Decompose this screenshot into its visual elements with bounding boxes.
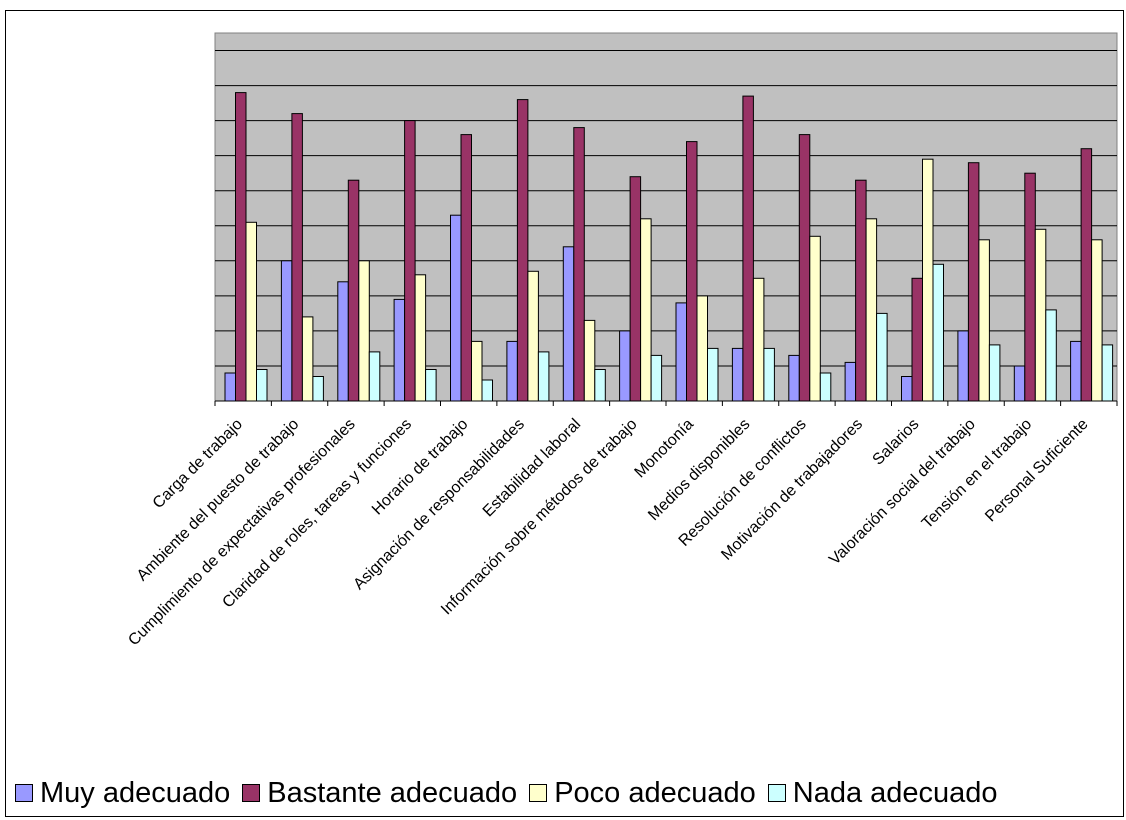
- bar-nada-adecuado: [537, 351, 550, 402]
- bar-nada-adecuado: [312, 376, 324, 402]
- bar-poco-adecuado: [1091, 239, 1103, 402]
- legend-swatch-bastante-adecuado: [242, 784, 261, 802]
- legend-label: Nada adecuado: [792, 776, 998, 809]
- bar-nada-adecuado: [594, 369, 606, 402]
- legend-label: Bastante adecuado: [267, 776, 518, 809]
- x-tick-label: Estabilidad laboral: [480, 416, 584, 520]
- bar-nada-adecuado: [256, 369, 268, 402]
- bar-poco-adecuado: [865, 218, 878, 402]
- x-tick-label: Horario de trabajo: [369, 416, 472, 519]
- bar-nada-adecuado: [763, 347, 775, 402]
- bar-muy-adecuado: [731, 347, 744, 402]
- bar-poco-adecuado: [471, 340, 483, 402]
- bar-bastante-adecuado: [742, 95, 754, 402]
- bar-nada-adecuado: [876, 312, 888, 402]
- bar-muy-adecuado: [337, 281, 349, 402]
- bar-nada-adecuado: [1101, 344, 1114, 402]
- bar-muy-adecuado: [1013, 365, 1026, 402]
- bar-muy-adecuado: [506, 340, 518, 402]
- bar-bastante-adecuado: [1024, 172, 1036, 402]
- bar-bastante-adecuado: [291, 113, 303, 402]
- x-tick-label: Medios disponibles: [645, 416, 753, 524]
- bar-poco-adecuado: [640, 218, 652, 402]
- bar-bastante-adecuado: [911, 277, 923, 402]
- x-tick-label: Cumplimiento de expectativas profesional…: [125, 416, 358, 649]
- bar-bastante-adecuado: [347, 179, 360, 402]
- bar-bastante-adecuado: [235, 92, 247, 402]
- bar-bastante-adecuado: [798, 134, 811, 402]
- x-axis: [214, 400, 1118, 406]
- bar-muy-adecuado: [788, 354, 800, 402]
- bar-poco-adecuado: [752, 277, 765, 402]
- x-tick-label: Tensión en el trabajo: [919, 416, 1036, 533]
- bar-muy-adecuado: [1070, 340, 1082, 402]
- bar-muy-adecuado: [619, 330, 631, 402]
- x-tick-label: Salarios: [870, 416, 923, 469]
- legend-swatch-poco-adecuado: [529, 784, 548, 802]
- bar-poco-adecuado: [1034, 228, 1047, 402]
- bar-muy-adecuado: [393, 298, 406, 402]
- legend-item-nada-adecuado: Nada adecuado: [767, 776, 998, 810]
- bar-poco-adecuado: [583, 319, 596, 402]
- bar-poco-adecuado: [245, 221, 257, 402]
- legend-item-poco-adecuado: Poco adecuado: [529, 777, 756, 810]
- legend-label: Muy adecuado: [40, 776, 231, 809]
- bar-poco-adecuado: [301, 316, 314, 402]
- bar-poco-adecuado: [527, 270, 539, 402]
- bar-nada-adecuado: [707, 347, 719, 402]
- bar-muy-adecuado: [562, 246, 575, 402]
- bar-poco-adecuado: [414, 274, 427, 402]
- bar-bastante-adecuado: [573, 127, 585, 402]
- legend-item-bastante-adecuado: Bastante adecuado: [242, 777, 517, 810]
- legend-item-muy-adecuado: Muy adecuado: [15, 777, 230, 810]
- x-tick-label: Información sobre métodos de trabajo: [438, 416, 641, 619]
- bar-nada-adecuado: [1045, 309, 1057, 402]
- bars: [224, 92, 1114, 402]
- bar-nada-adecuado: [988, 344, 1001, 402]
- legend: Muy adecuado Bastante adecuado Poco adec…: [15, 767, 1125, 819]
- bar-poco-adecuado: [809, 235, 821, 402]
- x-tick-label: Personal Suficiente: [982, 416, 1092, 526]
- bar-bastante-adecuado: [967, 162, 980, 402]
- legend-swatch-muy-adecuado: [15, 784, 33, 802]
- bar-nada-adecuado: [481, 379, 493, 402]
- bar-nada-adecuado: [819, 372, 832, 402]
- bar-muy-adecuado: [844, 361, 857, 402]
- bar-nada-adecuado: [932, 263, 944, 402]
- bar-bastante-adecuado: [460, 134, 472, 402]
- bar-muy-adecuado: [957, 330, 969, 402]
- bar-muy-adecuado: [901, 376, 913, 402]
- bar-bastante-adecuado: [686, 141, 698, 402]
- bar-bastante-adecuado: [855, 179, 867, 402]
- legend-label: Poco adecuado: [554, 776, 756, 809]
- bar-bastante-adecuado: [1080, 148, 1093, 402]
- bar-muy-adecuado: [675, 302, 687, 402]
- gridlines: [215, 50, 1117, 367]
- bar-poco-adecuado: [696, 295, 708, 402]
- bar-muy-adecuado: [450, 214, 462, 402]
- bar-nada-adecuado: [368, 351, 381, 402]
- bar-poco-adecuado: [922, 158, 934, 402]
- bar-muy-adecuado: [280, 260, 293, 402]
- bar-nada-adecuado: [425, 369, 437, 402]
- bar-bastante-adecuado: [516, 99, 529, 402]
- bar-muy-adecuado: [224, 372, 236, 402]
- bar-nada-adecuado: [650, 354, 663, 402]
- bar-poco-adecuado: [358, 260, 370, 402]
- bar-bastante-adecuado: [629, 176, 642, 402]
- bar-bastante-adecuado: [404, 120, 416, 402]
- bar-poco-adecuado: [978, 239, 990, 402]
- legend-swatch-nada-adecuado: [767, 784, 786, 802]
